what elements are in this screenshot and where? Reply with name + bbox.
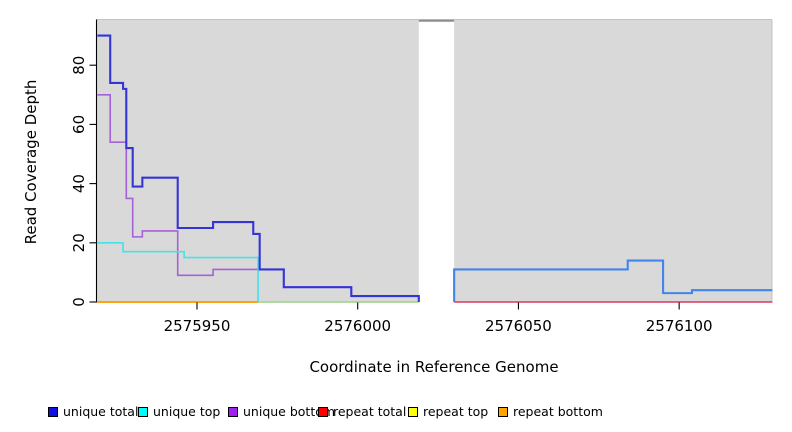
legend-label: unique top [153,404,221,419]
series-unique-top [97,242,259,302]
legend-swatch-icon [318,407,328,417]
x-tick-label: 2576000 [324,317,391,335]
x-tick-label: 2575950 [164,317,231,335]
legend-item-repeat-total: repeat total [318,403,406,421]
legend-swatch-icon [228,407,238,417]
y-tick-label: 0 [70,297,88,307]
legend-label: unique total [63,404,139,419]
legend-swatch-icon [48,407,58,417]
series-unique-total [97,34,420,302]
y-tick-label: 20 [70,233,88,252]
legend-item-unique-total: unique total [48,403,138,421]
legend-item-unique-top: unique top [138,403,220,421]
x-tick-label: 2576100 [646,317,713,335]
legend-item-unique-bottom: unique bottom [228,403,335,421]
legend-swatch-icon [498,407,508,417]
series-unique-total-right-panel- [453,259,773,302]
y-tick-label: 60 [70,115,88,134]
y-axis-title: Read Coverage Depth [22,79,40,245]
legend-label: repeat total [333,404,407,419]
legend-label: unique bottom [243,404,336,419]
x-axis-title: Coordinate in Reference Genome [309,358,559,376]
plot-panel-right [454,19,772,302]
legend-item-repeat-top: repeat top [408,403,488,421]
legend-swatch-icon [138,407,148,417]
y-tick-label: 80 [70,56,88,75]
legend-item-repeat-bottom: repeat bottom [498,403,603,421]
legend-swatch-icon [408,407,418,417]
x-tick-label: 2576050 [485,317,552,335]
legend-label: repeat bottom [513,404,603,419]
y-tick-label: 40 [70,174,88,193]
legend-label: repeat top [423,404,489,419]
plot-panel-left [96,19,419,302]
chart-legend: unique total unique top unique bottom repea… [0,403,792,425]
